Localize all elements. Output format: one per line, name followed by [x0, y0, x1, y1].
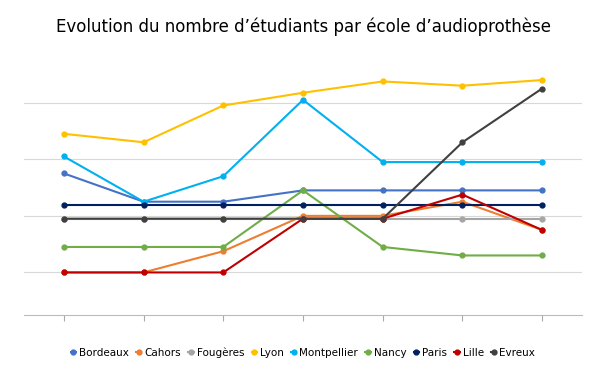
Lille	[379, 216, 386, 221]
Paris	[459, 202, 466, 207]
Cahors	[60, 270, 67, 275]
Nancy	[459, 253, 466, 258]
Bordeaux	[539, 188, 546, 193]
Lyon	[60, 131, 67, 136]
Evreux	[140, 216, 147, 221]
Paris	[379, 202, 386, 207]
Line: Lyon: Lyon	[61, 78, 545, 145]
Bordeaux	[299, 188, 307, 193]
Paris	[539, 202, 546, 207]
Cahors	[299, 214, 307, 218]
Montpellier	[60, 154, 67, 159]
Cahors	[539, 228, 546, 232]
Cahors	[220, 249, 227, 253]
Lyon	[220, 103, 227, 108]
Line: Nancy: Nancy	[61, 188, 545, 258]
Lille	[60, 270, 67, 275]
Montpellier	[459, 160, 466, 164]
Line: Lille: Lille	[61, 192, 545, 275]
Nancy	[60, 245, 67, 249]
Lille	[220, 270, 227, 275]
Bordeaux	[459, 188, 466, 193]
Nancy	[140, 245, 147, 249]
Cahors	[140, 270, 147, 275]
Evreux	[539, 86, 546, 91]
Paris	[140, 202, 147, 207]
Montpellier	[140, 199, 147, 204]
Montpellier	[379, 160, 386, 164]
Title: Evolution du nombre d’étudiants par école d’audioprothèse: Evolution du nombre d’étudiants par écol…	[56, 18, 551, 36]
Fougères	[299, 216, 307, 221]
Nancy	[539, 253, 546, 258]
Fougères	[379, 216, 386, 221]
Line: Cahors: Cahors	[61, 199, 545, 275]
Fougères	[220, 216, 227, 221]
Line: Paris: Paris	[61, 202, 545, 207]
Bordeaux	[220, 199, 227, 204]
Lyon	[539, 78, 546, 82]
Bordeaux	[60, 171, 67, 176]
Lille	[459, 192, 466, 197]
Montpellier	[220, 174, 227, 179]
Line: Fougères: Fougères	[61, 216, 545, 221]
Montpellier	[299, 98, 307, 102]
Fougères	[140, 216, 147, 221]
Lyon	[140, 140, 147, 145]
Lyon	[379, 79, 386, 84]
Evreux	[379, 216, 386, 221]
Cahors	[379, 214, 386, 218]
Lyon	[459, 83, 466, 88]
Lille	[299, 216, 307, 221]
Paris	[60, 202, 67, 207]
Evreux	[60, 216, 67, 221]
Fougères	[539, 216, 546, 221]
Nancy	[379, 245, 386, 249]
Paris	[220, 202, 227, 207]
Montpellier	[539, 160, 546, 164]
Evreux	[459, 140, 466, 145]
Bordeaux	[140, 199, 147, 204]
Lyon	[299, 91, 307, 95]
Evreux	[299, 216, 307, 221]
Nancy	[220, 245, 227, 249]
Line: Montpellier: Montpellier	[61, 98, 545, 204]
Cahors	[459, 199, 466, 204]
Paris	[299, 202, 307, 207]
Fougères	[60, 216, 67, 221]
Line: Bordeaux: Bordeaux	[61, 171, 545, 204]
Nancy	[299, 188, 307, 193]
Lille	[539, 228, 546, 232]
Line: Evreux: Evreux	[61, 86, 545, 221]
Legend: Bordeaux, Cahors, Fougères, Lyon, Montpellier, Nancy, Paris, Lille, Evreux: Bordeaux, Cahors, Fougères, Lyon, Montpe…	[71, 348, 535, 358]
Fougères	[459, 216, 466, 221]
Evreux	[220, 216, 227, 221]
Lille	[140, 270, 147, 275]
Bordeaux	[379, 188, 386, 193]
